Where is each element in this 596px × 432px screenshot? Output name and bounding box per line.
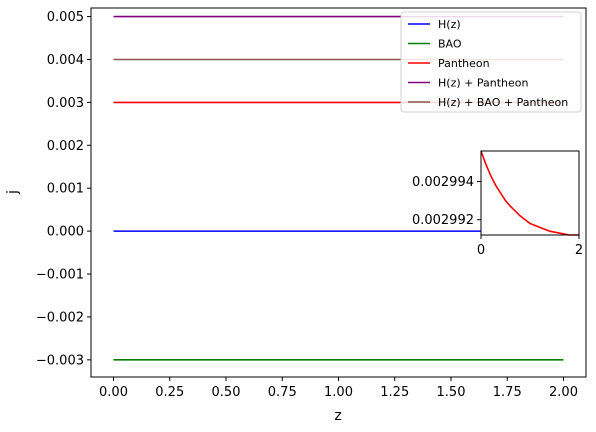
legend-label: H(z) + BAO + Pantheon <box>438 96 568 109</box>
y-tick-label: 0.000 <box>47 225 84 240</box>
legend-box <box>400 11 582 113</box>
x-tick-label: 0.50 <box>212 385 241 400</box>
legend: H(z) BAO Pantheon H(z) + Pantheon H(z) + BAO… <box>400 11 582 113</box>
inset-x-tick-label: 0 <box>477 243 485 258</box>
x-tick-label: 1.50 <box>437 385 466 400</box>
main-y-ticks: −0.003 −0.002 −0.001 0.000 0.001 0.002 0.003 0.… <box>36 10 91 368</box>
main-plot: 0.00 0.25 0.50 0.75 1.00 1.25 1.50 1.75 2.00 −0.… <box>5 7 587 424</box>
x-tick-label: 2.00 <box>549 385 578 400</box>
inset-background <box>481 151 579 235</box>
inset-y-tick-label: 0.002994 <box>412 175 474 190</box>
x-tick-label: 1.00 <box>324 385 353 400</box>
y-tick-label: 0.005 <box>47 10 84 25</box>
x-tick-label: 0.00 <box>99 385 128 400</box>
y-tick-label: 0.004 <box>47 53 84 68</box>
y-tick-label: 0.001 <box>47 182 84 197</box>
legend-label: H(z) <box>438 18 461 31</box>
x-axis-title: z <box>334 408 341 424</box>
y-tick-label: −0.001 <box>36 268 84 283</box>
legend-label: Pantheon <box>438 57 490 70</box>
y-axis-title: j <box>5 190 21 195</box>
legend-label: BAO <box>438 38 462 51</box>
main-x-ticks: 0.00 0.25 0.50 0.75 1.00 1.25 1.50 1.75 2.00 <box>99 377 578 400</box>
legend-label: H(z) + Pantheon <box>438 77 528 90</box>
y-tick-label: −0.002 <box>36 310 84 325</box>
x-tick-label: 0.25 <box>155 385 184 400</box>
inset-y-tick-label: 0.002992 <box>412 213 474 228</box>
inset-series-group <box>480 150 579 236</box>
x-tick-label: 1.25 <box>380 385 409 400</box>
y-tick-label: 0.002 <box>47 139 84 154</box>
y-tick-label: 0.003 <box>47 96 84 111</box>
y-tick-label: −0.003 <box>36 353 84 368</box>
x-tick-label: 1.75 <box>493 385 522 400</box>
inset-plot-frame <box>480 150 580 236</box>
inset-y-ticks: 0.002992 0.002994 <box>412 175 481 228</box>
x-tick-label: 0.75 <box>268 385 297 400</box>
inset-series-line <box>480 150 579 236</box>
inset-x-tick-label: 2 <box>575 243 583 258</box>
